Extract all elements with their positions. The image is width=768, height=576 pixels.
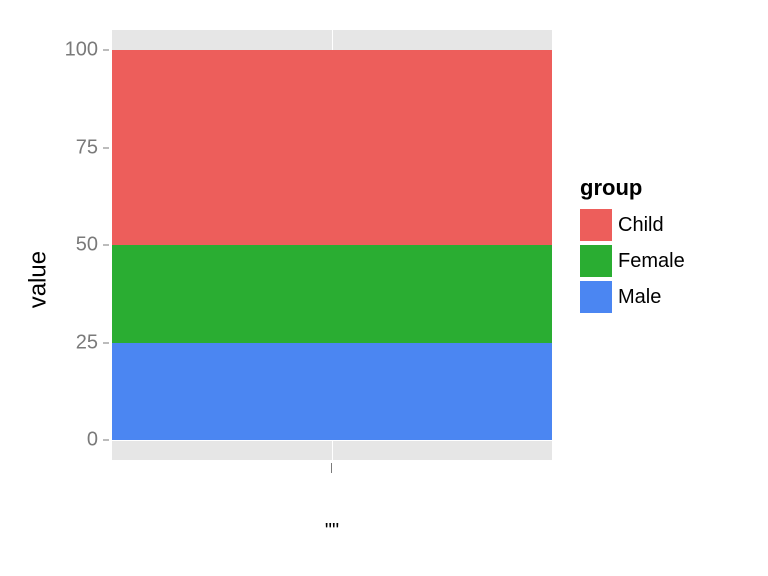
bar-segment-child [112,50,552,245]
x-axis-label: "" [325,520,339,543]
legend-title: group [580,175,685,201]
legend: group Child Female Male [580,175,685,315]
bar-segment-female [112,245,552,343]
legend-label: Female [618,250,685,273]
legend-label: Male [618,286,661,309]
legend-item-child: Child [580,207,685,243]
legend-swatch [580,209,612,241]
y-tick-mark [103,440,109,441]
x-tick-mark [331,463,332,473]
y-tick-label: 75 [76,136,98,159]
y-tick-mark [103,147,109,148]
stacked-bar-chart: value 0 25 50 75 100 "" group Child Female Mal… [0,0,768,576]
legend-item-male: Male [580,279,685,315]
legend-item-female: Female [580,243,685,279]
legend-swatch [580,281,612,313]
y-tick-mark [103,342,109,343]
y-tick-label: 25 [76,331,98,354]
grid-line-horizontal [112,440,552,441]
plot-panel [112,30,552,460]
y-tick-label: 0 [87,429,98,452]
y-tick-label: 50 [76,234,98,257]
y-tick-mark [103,50,109,51]
legend-swatch [580,245,612,277]
legend-label: Child [618,214,664,237]
bar-segment-male [112,343,552,441]
y-tick-label: 100 [65,39,98,62]
y-tick-mark [103,245,109,246]
y-axis-label: value [25,251,53,308]
